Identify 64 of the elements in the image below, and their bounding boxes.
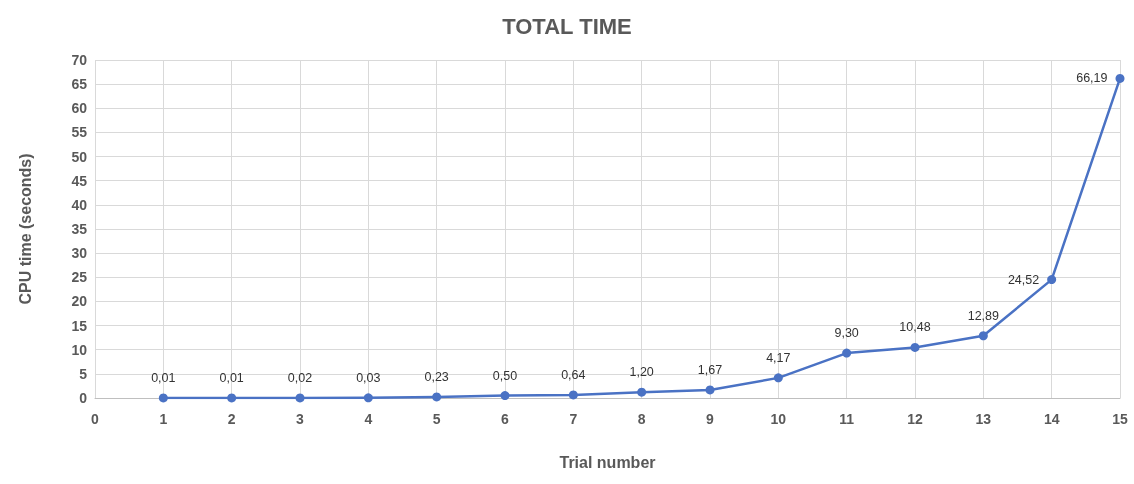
point xyxy=(568,390,578,400)
point xyxy=(910,342,920,352)
data-label: 0,02 xyxy=(287,370,313,385)
x-tick-label: 5 xyxy=(432,411,441,427)
data-label: 0,23 xyxy=(424,369,449,384)
x-tick-label: 4 xyxy=(364,411,373,427)
point xyxy=(842,348,852,358)
chart-title: TOTAL TIME xyxy=(502,13,632,39)
data-label: 24,52 xyxy=(1007,272,1040,287)
point xyxy=(773,373,783,383)
point xyxy=(1047,275,1057,285)
point xyxy=(978,331,988,341)
point xyxy=(500,391,510,401)
y-tick-label: 0 xyxy=(79,390,88,406)
x-tick-label: 15 xyxy=(1112,411,1128,427)
y-tick-label: 65 xyxy=(71,76,88,93)
y-tick-label: 45 xyxy=(71,172,88,189)
y-tick-label: 25 xyxy=(71,269,88,286)
y-axis-title: CPU time (seconds) xyxy=(16,153,34,305)
data-label: 66,19 xyxy=(1076,71,1108,86)
y-tick-label: 5 xyxy=(79,365,88,382)
y-tick-label: 70 xyxy=(71,52,88,68)
x-tick-label: 11 xyxy=(839,411,855,427)
data-label: 0,01 xyxy=(219,370,244,385)
data-label: 0,01 xyxy=(151,370,176,385)
x-tick-label: 3 xyxy=(296,411,305,427)
point xyxy=(637,387,647,397)
y-tick-label: 60 xyxy=(71,100,88,117)
point xyxy=(1115,73,1125,83)
y-tick-label: 15 xyxy=(71,317,88,334)
x-tick-label: 2 xyxy=(227,411,236,427)
point xyxy=(363,393,373,403)
data-label: 1,67 xyxy=(697,362,723,377)
y-tick-label: 50 xyxy=(71,148,88,165)
data-label: 0,50 xyxy=(492,368,518,383)
point xyxy=(705,385,715,395)
data-label: 12,89 xyxy=(967,308,1000,323)
x-tick-label: 6 xyxy=(501,411,510,427)
data-label: 10,48 xyxy=(899,320,931,335)
y-tick-label: 10 xyxy=(71,341,88,358)
x-tick-label: 14 xyxy=(1043,411,1060,427)
data-label: 4,17 xyxy=(766,350,791,365)
x-tick-label: 8 xyxy=(637,411,646,427)
data-label: 0,64 xyxy=(561,367,586,382)
x-tick-label: 9 xyxy=(706,411,715,427)
y-tick-label: 55 xyxy=(71,124,88,141)
x-tick-label: 13 xyxy=(975,411,992,427)
y-tick-label: 40 xyxy=(71,196,88,213)
y-tick-label: 20 xyxy=(71,293,88,310)
x-axis-title: Trial number xyxy=(559,453,656,471)
data-label: 1,20 xyxy=(629,365,654,380)
point xyxy=(227,393,237,403)
y-tick-label: 35 xyxy=(71,221,88,237)
x-tick-label: 12 xyxy=(907,411,923,427)
data-label: 9,30 xyxy=(834,326,859,341)
point xyxy=(158,393,168,403)
point xyxy=(295,393,305,403)
x-tick-label: 1 xyxy=(159,411,168,427)
x-tick-label: 10 xyxy=(770,411,787,427)
x-tick-label: 7 xyxy=(569,411,578,427)
y-tick-label: 30 xyxy=(71,245,88,262)
point xyxy=(432,392,442,402)
x-tick-label: 0 xyxy=(91,411,100,427)
data-label: 0,03 xyxy=(356,370,381,385)
